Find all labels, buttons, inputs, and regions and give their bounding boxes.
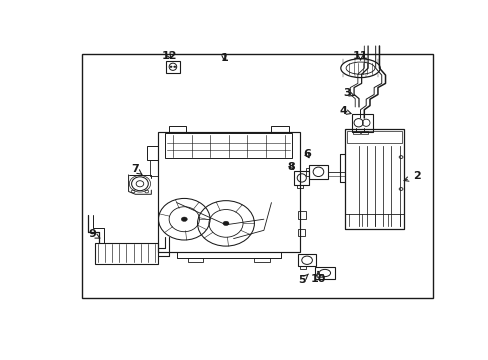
Bar (158, 132, 299, 252)
Bar (254, 258, 269, 262)
Bar (166, 61, 180, 73)
Text: 12: 12 (161, 51, 177, 61)
Bar (147, 146, 158, 159)
Bar (150, 159, 158, 176)
Text: 7: 7 (131, 164, 142, 174)
Text: 8: 8 (287, 162, 295, 172)
Bar (297, 229, 304, 236)
Ellipse shape (173, 66, 176, 68)
Text: 4: 4 (339, 106, 350, 116)
Bar (297, 185, 302, 188)
Text: 1: 1 (220, 53, 227, 63)
Bar (95, 243, 158, 264)
Bar (297, 254, 316, 266)
Bar (316, 274, 322, 278)
Bar (165, 133, 292, 158)
Bar (309, 165, 327, 179)
Bar (346, 131, 401, 143)
Ellipse shape (181, 217, 187, 221)
Ellipse shape (223, 221, 228, 226)
Bar (345, 129, 403, 229)
Text: 11: 11 (352, 51, 367, 61)
Bar (314, 267, 334, 279)
Text: 3: 3 (343, 88, 353, 98)
Bar (82, 54, 432, 298)
Bar (297, 211, 305, 219)
Bar (351, 114, 372, 132)
Bar (352, 131, 359, 134)
Text: 2: 2 (403, 171, 420, 181)
Bar (305, 168, 309, 176)
Bar (299, 266, 305, 269)
Bar (188, 258, 203, 262)
Text: 5: 5 (297, 274, 308, 285)
Text: 9: 9 (88, 229, 100, 239)
Bar (345, 214, 403, 229)
Bar (361, 131, 367, 134)
Bar (294, 171, 309, 185)
Bar (169, 126, 186, 132)
Text: 6: 6 (302, 149, 310, 159)
Text: 10: 10 (310, 271, 325, 284)
Ellipse shape (169, 66, 172, 68)
Bar (271, 126, 288, 132)
